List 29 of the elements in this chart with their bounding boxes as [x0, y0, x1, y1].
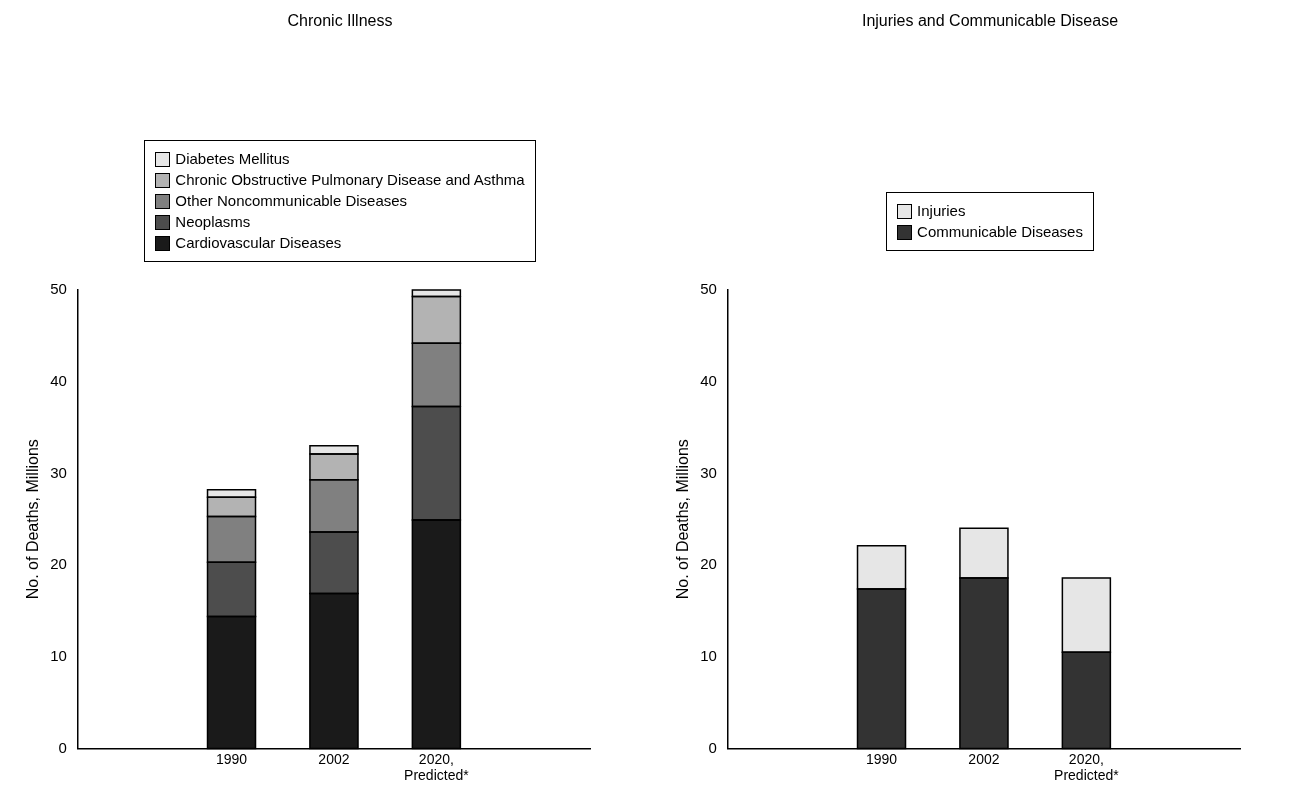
y-tick-label: 40 [700, 371, 717, 389]
legend-label: Chronic Obstructive Pulmonary Disease and Asthma [175, 171, 525, 189]
y-tick-label: 10 [50, 646, 67, 664]
legend-label: Cardiovascular Diseases [175, 234, 342, 252]
chart-title: Chronic Illness [286, 12, 394, 30]
x-tick-label: 2020, Predicted* [404, 750, 470, 784]
y-tick-label: 10 [700, 646, 717, 664]
y-axis-title: No. of Deaths, Millions [24, 439, 42, 600]
legend-label: Other Noncommunicable Diseases [175, 192, 408, 210]
y-tick-label: 20 [700, 555, 717, 573]
x-tick-label: 2002 [318, 750, 350, 767]
y-axis-title: No. of Deaths, Millions [674, 439, 692, 600]
y-tick-label: 20 [50, 555, 67, 573]
y-tick-label: 40 [50, 371, 67, 389]
legend-label: Communicable Diseases [917, 223, 1083, 241]
legend-label: Neoplasms [175, 213, 251, 231]
x-tick-label: 2020, Predicted* [1054, 750, 1120, 784]
legend-label: Injuries [917, 202, 966, 220]
x-tick-label: 1990 [215, 750, 248, 767]
y-tick-label: 0 [708, 738, 717, 756]
y-tick-label: 0 [58, 738, 67, 756]
y-tick-label: 30 [50, 463, 67, 481]
y-tick-label: 50 [700, 280, 717, 298]
x-tick-label: 1990 [865, 750, 898, 767]
y-tick-label: 30 [700, 463, 717, 481]
x-tick-label: 2002 [968, 750, 1000, 767]
y-tick-label: 50 [50, 280, 67, 298]
chart-title: Injuries and Communicable Disease [860, 12, 1120, 30]
legend-label: Diabetes Mellitus [175, 150, 290, 168]
